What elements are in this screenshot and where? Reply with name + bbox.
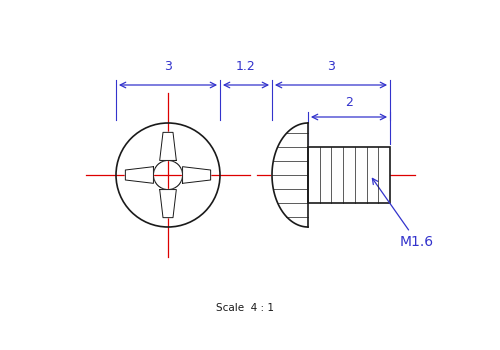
Polygon shape (126, 167, 154, 183)
Text: 3: 3 (164, 60, 172, 73)
Bar (308, 147, 390, 203)
Text: 2: 2 (345, 96, 353, 109)
Polygon shape (272, 123, 308, 227)
Polygon shape (160, 190, 176, 218)
Polygon shape (160, 132, 176, 160)
Text: M1.6: M1.6 (372, 178, 434, 249)
Polygon shape (182, 167, 210, 183)
Text: 3: 3 (327, 60, 335, 73)
Text: 1.2: 1.2 (236, 60, 256, 73)
Text: Scale  4 : 1: Scale 4 : 1 (216, 303, 274, 313)
